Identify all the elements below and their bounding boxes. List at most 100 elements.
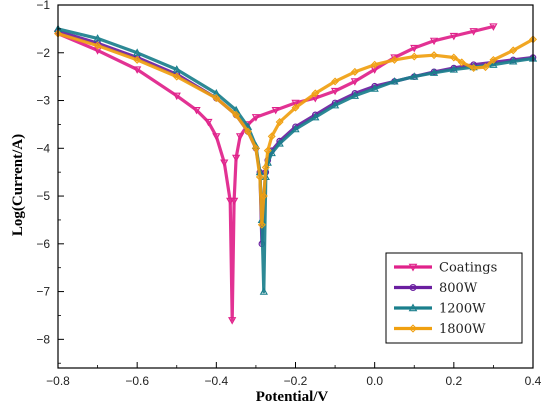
data-point (469, 64, 478, 73)
data-point (390, 55, 399, 64)
data-point (259, 287, 268, 295)
y-tick-label: −4 (36, 141, 50, 155)
data-point (350, 67, 359, 76)
data-point (271, 106, 280, 115)
data-point (390, 77, 399, 85)
y-tick-label: −7 (36, 285, 50, 299)
data-point (93, 34, 102, 42)
data-point (429, 37, 439, 46)
data-point (370, 84, 379, 92)
x-tick-label: 0.0 (366, 374, 383, 388)
series-layer (53, 23, 538, 325)
x-axis-title: Potential/V (256, 389, 329, 405)
data-point (331, 77, 340, 86)
data-point (133, 55, 142, 64)
data-point (172, 72, 181, 81)
data-point (481, 63, 490, 72)
legend: Coatings 800W 1200W 1800W (385, 252, 523, 344)
data-point (93, 47, 102, 55)
legend-label: 1800W (439, 322, 486, 337)
data-point (509, 57, 518, 65)
x-tick-label: −0.8 (46, 374, 70, 388)
x-tick-label: 0.2 (445, 374, 462, 388)
data-point (275, 139, 284, 147)
data-point (267, 132, 276, 141)
data-point (172, 65, 181, 73)
data-point (410, 52, 419, 61)
data-point (311, 112, 320, 121)
data-point (212, 94, 221, 103)
legend-item-800w: 800W (394, 281, 478, 296)
data-point (251, 114, 261, 122)
data-point (330, 100, 340, 109)
y-tick-label: −2 (36, 46, 50, 60)
data-point (235, 133, 245, 141)
data-point (489, 60, 498, 68)
data-point (204, 118, 213, 127)
data-point (449, 32, 458, 41)
data-point (232, 110, 241, 119)
y-axis-title: Log(Current/A) (10, 134, 26, 236)
legend-label: 1200W (439, 302, 486, 317)
legend-marker (408, 263, 418, 272)
data-point (212, 133, 221, 141)
data-point (93, 41, 102, 50)
data-point (291, 103, 300, 112)
data-point (226, 197, 235, 206)
data-point (259, 192, 268, 201)
y-tick-label: −1 (36, 0, 50, 12)
data-point (291, 99, 300, 108)
x-tick-label: −0.6 (125, 374, 149, 388)
data-point (449, 65, 458, 73)
data-point (370, 66, 379, 74)
data-point (410, 72, 419, 80)
data-point (133, 48, 142, 56)
y-tick-label: −3 (36, 94, 50, 108)
data-point (263, 146, 272, 155)
legend-item-1200w: 1200W (394, 302, 486, 317)
data-point (469, 28, 478, 36)
data-point (429, 68, 439, 76)
data-point (330, 87, 340, 96)
data-point (457, 58, 466, 67)
data-point (257, 220, 266, 229)
data-point (231, 105, 241, 114)
data-point (133, 66, 142, 74)
legend-label: 800W (439, 281, 478, 296)
y-tick-label: −6 (36, 237, 50, 251)
data-point (449, 53, 458, 62)
data-point (291, 124, 300, 133)
legend-label: Coatings (439, 261, 497, 276)
data-point (267, 148, 276, 157)
legend-marker (408, 303, 418, 312)
data-point (261, 163, 270, 172)
x-tick-label: −0.2 (284, 374, 308, 388)
data-point (350, 78, 360, 86)
data-point (311, 89, 320, 98)
data-point (172, 92, 181, 101)
data-point (244, 127, 252, 136)
series-line (56, 27, 535, 294)
data-point (220, 159, 229, 167)
legend-item-1800w: 1800W (394, 322, 486, 337)
data-point (489, 23, 498, 31)
data-point (212, 89, 221, 97)
data-point (230, 197, 239, 206)
data-point (430, 51, 439, 60)
legend-marker (408, 324, 418, 333)
data-point (275, 118, 284, 126)
series-1800w (54, 29, 537, 229)
data-point (509, 46, 518, 55)
y-tick-label: −8 (36, 332, 50, 346)
data-point (370, 60, 379, 69)
data-point (192, 106, 201, 115)
legend-item-coatings: Coatings (394, 261, 497, 276)
data-point (255, 172, 264, 181)
data-point (350, 91, 360, 99)
data-point (489, 55, 498, 64)
y-tick-label: −5 (36, 189, 50, 203)
axes: −0.8 −0.6 −0.4 −0.2 0.0 0.2 0.4 −1 −2 −3 −4 −5 −6 −7 −… (36, 0, 541, 388)
data-point (311, 95, 320, 103)
data-point (231, 154, 241, 163)
